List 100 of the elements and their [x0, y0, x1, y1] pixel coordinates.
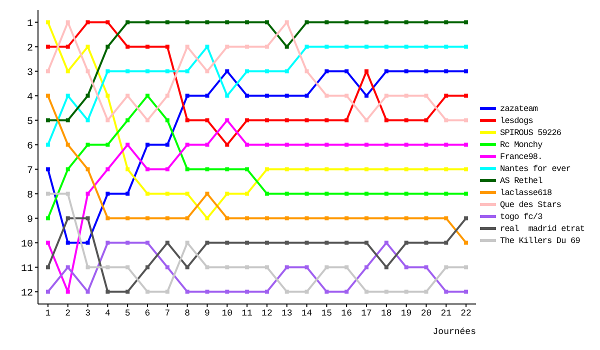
point [225, 118, 230, 122]
x-tick-label: 8 [184, 308, 190, 318]
point [66, 240, 70, 245]
point [364, 94, 368, 98]
point [424, 44, 428, 49]
x-tick-label: 17 [361, 308, 372, 318]
x-tick-label: 5 [124, 308, 130, 318]
point [86, 265, 90, 270]
point [86, 20, 90, 24]
point [264, 265, 269, 270]
point [245, 142, 250, 147]
point [344, 69, 349, 74]
point [245, 20, 250, 24]
point [444, 240, 448, 245]
point [384, 118, 388, 122]
point [66, 216, 70, 220]
x-tick-label: 2 [65, 308, 71, 318]
point [424, 142, 428, 147]
point [146, 118, 150, 122]
y-tick-label: 10 [20, 239, 33, 250]
point [344, 192, 349, 196]
point [364, 192, 368, 196]
x-tick-label: 13 [281, 308, 292, 318]
point [106, 216, 110, 220]
point [146, 69, 150, 74]
point [324, 142, 329, 147]
point [126, 240, 130, 245]
point [444, 142, 448, 147]
point [284, 167, 289, 172]
x-tick-label: 9 [204, 308, 210, 318]
point [225, 94, 230, 98]
legend-label: France98. [500, 151, 542, 163]
point [106, 167, 110, 172]
point [106, 44, 110, 49]
point [284, 69, 289, 74]
point [165, 240, 170, 245]
x-tick-label: 20 [420, 308, 432, 318]
point [444, 20, 448, 24]
y-tick-label: 12 [20, 288, 33, 300]
point [106, 240, 110, 245]
point [444, 192, 448, 196]
point [464, 240, 468, 245]
point [165, 69, 170, 74]
point [444, 69, 448, 74]
x-tick-label: 1 [45, 308, 51, 318]
point [86, 192, 90, 196]
legend-label: SPIROUS 59226 [500, 127, 562, 139]
point [364, 118, 368, 122]
point [46, 69, 50, 74]
point [384, 240, 388, 245]
point [46, 265, 50, 270]
legend-label: Que des Stars [500, 199, 562, 211]
point [46, 240, 50, 245]
y-tick-label: 3 [26, 68, 33, 79]
point [185, 142, 190, 147]
point [304, 265, 309, 270]
point [66, 265, 70, 270]
point [444, 118, 448, 122]
point [86, 118, 90, 122]
point [264, 142, 269, 147]
x-tick-label: 4 [104, 308, 110, 318]
point [324, 94, 329, 98]
point [444, 290, 448, 294]
point [106, 118, 110, 122]
point [444, 216, 448, 220]
point [126, 290, 130, 294]
point [384, 142, 388, 147]
legend-label: laclasse618 [500, 187, 552, 199]
point [284, 20, 289, 24]
point [424, 216, 428, 220]
point [106, 69, 110, 74]
point [464, 44, 468, 49]
point [364, 290, 368, 294]
point [165, 94, 170, 98]
point [404, 290, 408, 294]
point [126, 167, 130, 172]
legend-label: The Killers Du 69 [500, 235, 580, 247]
point [86, 142, 90, 147]
point [324, 118, 329, 122]
point [464, 20, 468, 24]
point [185, 118, 190, 122]
point [126, 142, 130, 147]
point [66, 94, 70, 98]
point [264, 69, 269, 74]
point [126, 69, 130, 74]
point [364, 265, 368, 270]
x-tick-label: 14 [301, 308, 312, 318]
point [464, 167, 468, 172]
point [424, 69, 428, 74]
point [404, 69, 408, 74]
point [165, 167, 170, 172]
point [245, 118, 250, 122]
point [66, 44, 70, 49]
point [344, 265, 349, 270]
point [46, 20, 50, 24]
point [205, 44, 210, 49]
legend-label: Nantes for ever [500, 163, 571, 175]
point [46, 216, 50, 220]
point [205, 290, 210, 294]
point [384, 44, 388, 49]
